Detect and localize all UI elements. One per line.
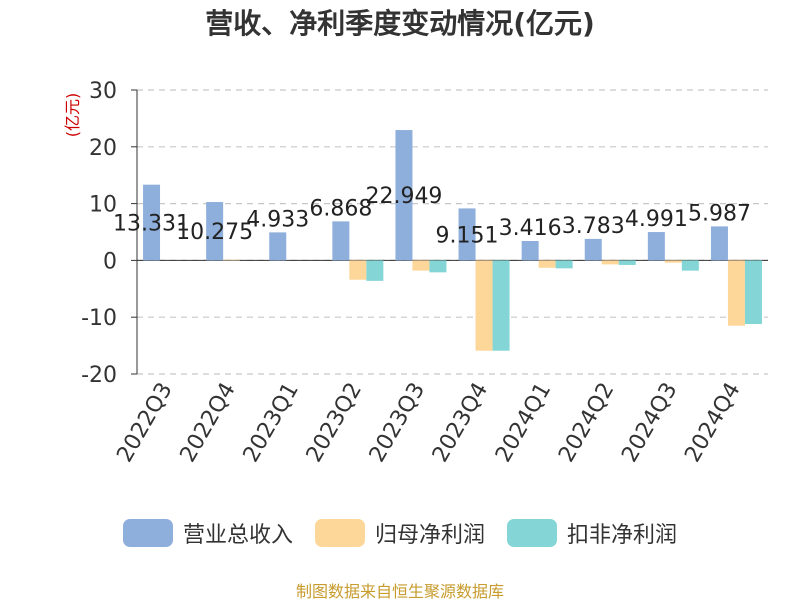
bar-revenue	[521, 240, 539, 261]
bar-deducted-net-profit	[681, 260, 699, 271]
y-tick-label: 10	[89, 193, 117, 218]
y-tick-label: 0	[103, 249, 117, 274]
x-tick-label: 2024Q2	[554, 379, 619, 467]
data-label: 6.868	[309, 196, 372, 221]
x-tick-label: 2023Q4	[428, 379, 493, 467]
data-label: 10.275	[176, 220, 253, 245]
y-tick-label: -20	[81, 363, 117, 388]
y-unit-label: (亿元)	[63, 93, 82, 138]
chart-title: 营收、净利季度变动情况(亿元)	[205, 7, 595, 40]
bar-revenue	[710, 226, 728, 261]
bar-revenue	[143, 184, 161, 261]
legend: 营业总收入 归母净利润 扣非净利润	[0, 517, 800, 549]
legend-item[interactable]: 扣非净利润	[507, 517, 677, 549]
legend-label: 归母净利润	[374, 523, 485, 548]
bar-deducted-net-profit	[618, 260, 636, 265]
bar-net-profit	[538, 260, 556, 268]
y-tick-label: 20	[89, 136, 117, 161]
x-tick-label: 2023Q2	[302, 379, 367, 467]
bar-deducted-net-profit	[492, 260, 510, 351]
data-label: 13.331	[113, 212, 190, 237]
bar-net-profit	[727, 260, 745, 326]
bar-revenue	[458, 208, 476, 261]
x-tick-label: 2022Q4	[176, 379, 241, 467]
legend-label: 营业总收入	[182, 523, 293, 548]
data-label: 22.949	[365, 184, 442, 209]
data-label: 9.151	[436, 223, 499, 248]
y-tick-label: -10	[81, 306, 117, 331]
bar-revenue	[584, 238, 602, 261]
bar-deducted-net-profit	[555, 260, 573, 269]
x-tick-label: 2024Q4	[680, 379, 745, 467]
bar-net-profit	[349, 260, 367, 280]
bar-net-profit	[412, 260, 430, 271]
y-tick-label: 30	[89, 79, 117, 104]
data-label: 4.933	[246, 207, 309, 232]
legend-swatch	[314, 519, 365, 547]
bar-net-profit	[223, 259, 241, 261]
bar-deducted-net-profit	[744, 260, 762, 325]
x-tick-label: 2022Q3	[112, 379, 177, 467]
bar-deducted-net-profit	[366, 260, 384, 281]
axes: 3020100-10-202022Q32022Q42023Q12023Q2202…	[81, 79, 768, 467]
bar-deducted-net-profit	[429, 260, 447, 273]
legend-item[interactable]: 归母净利润	[314, 517, 485, 549]
x-tick-label: 2023Q3	[365, 379, 430, 467]
legend-label: 扣非净利润	[567, 523, 678, 548]
bar-revenue	[269, 232, 287, 261]
bars	[143, 130, 762, 351]
data-label: 3.416	[499, 216, 562, 241]
bar-net-profit	[475, 260, 493, 351]
x-tick-label: 2023Q1	[239, 379, 304, 467]
legend-item[interactable]: 营业总收入	[122, 517, 293, 549]
legend-swatch	[507, 519, 557, 547]
bar-revenue	[206, 202, 224, 261]
x-tick-label: 2024Q1	[491, 379, 556, 467]
x-tick-label: 2024Q3	[617, 379, 682, 467]
bar-net-profit	[601, 260, 619, 265]
source-note: 制图数据来自恒生聚源数据库	[295, 582, 504, 601]
data-label: 3.783	[562, 214, 625, 239]
bar-revenue	[647, 232, 665, 261]
data-label: 4.991	[625, 207, 688, 232]
bar-revenue	[395, 130, 413, 261]
bar-revenue	[332, 221, 350, 261]
bar-net-profit	[664, 260, 682, 263]
data-label: 5.987	[688, 201, 751, 226]
legend-swatch	[122, 519, 173, 547]
